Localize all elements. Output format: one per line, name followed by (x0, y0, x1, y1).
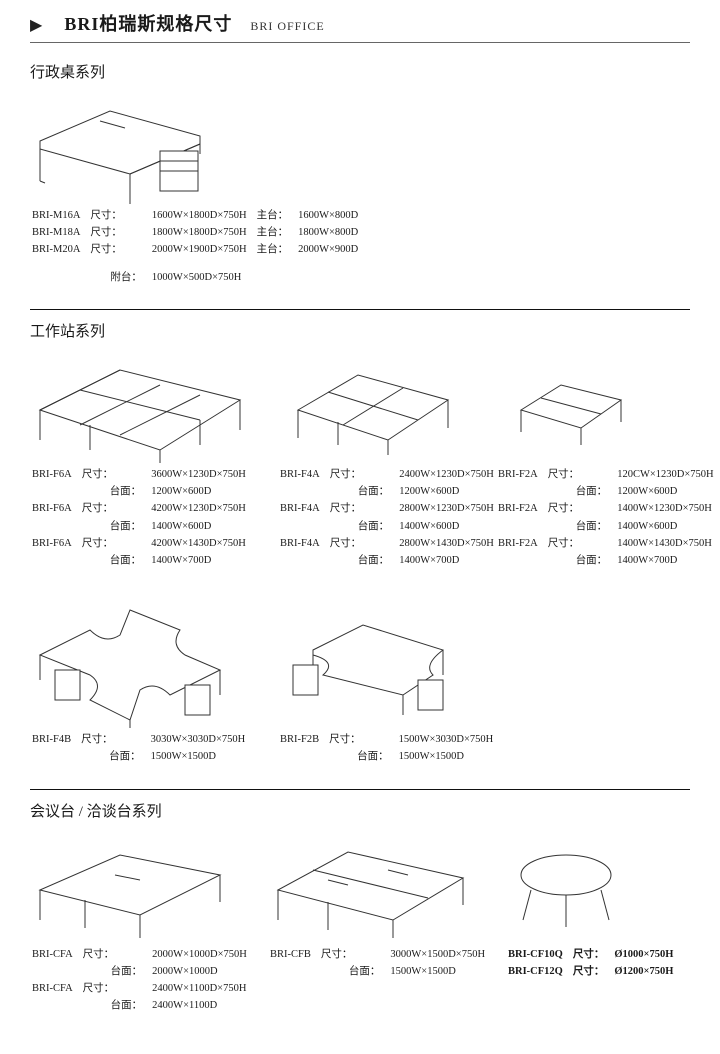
page-title-cn: BRI柏瑞斯规格尺寸 (64, 10, 232, 36)
spec-row: BRI-F4B尺寸：3030W×3030D×750H (32, 732, 249, 747)
workstation-cross-4-icon (30, 600, 230, 730)
product-image (506, 835, 626, 945)
workstation-2-icon (511, 370, 631, 450)
product-item: BRI-F6A尺寸：3600W×1230D×750H 台面：1200W×600D… (30, 355, 250, 570)
spec-row: 台面：2000W×1000D (32, 964, 251, 979)
spec-row: 台面：1400W×700D (280, 553, 498, 568)
product-image (30, 96, 210, 206)
product-image (30, 835, 230, 945)
section-divider (30, 309, 690, 310)
spec-row: 台面：1400W×700D (498, 553, 718, 568)
spec-row: BRI-M18A尺寸：1800W×1800D×750H主台：1800W×800D (32, 225, 362, 240)
spec-row: BRI-CFA尺寸：2400W×1100D×750H (32, 981, 251, 996)
spec-row: BRI-CF12Q尺寸：Ø1200×750H (508, 964, 677, 979)
spec-row: BRI-F4A尺寸：2400W×1230D×750H (280, 467, 498, 482)
spec-row: 台面：1500W×1500D (32, 749, 249, 764)
spec-row: 台面：1200W×600D (32, 484, 250, 499)
spec-table: BRI-CFA尺寸：2000W×1000D×750H 台面：2000W×1000… (30, 945, 253, 1016)
section-executive-desk: 行政桌系列 (30, 61, 690, 287)
spec-row: BRI-CFB尺寸：3000W×1500D×750H (270, 947, 489, 962)
product-image (278, 355, 468, 465)
product-image (268, 835, 468, 945)
header-underline (30, 42, 690, 43)
spec-row: 台面：1400W×600D (280, 519, 498, 534)
product-item: BRI-CFB尺寸：3000W×1500D×750H 台面：1500W×1500… (268, 835, 478, 981)
section-title: 工作站系列 (30, 320, 690, 341)
workstation-6-icon (30, 355, 250, 465)
round-table-icon (511, 845, 621, 935)
conference-table-a-icon (30, 840, 230, 940)
section-divider (30, 789, 690, 790)
spec-row: BRI-F2A尺寸：120CW×1230D×750H (498, 467, 718, 482)
product-item: BRI-F2A尺寸：120CW×1230D×750H 台面：1200W×600D… (496, 355, 676, 570)
spec-row: BRI-M16A尺寸：1600W×1800D×750H主台：1600W×800D (32, 208, 362, 223)
spec-row: BRI-F4A尺寸：2800W×1230D×750H (280, 501, 498, 516)
spec-table: BRI-F4B尺寸：3030W×3030D×750H 台面：1500W×1500… (30, 730, 251, 766)
product-image (30, 355, 250, 465)
header-arrow-icon: ▶ (30, 15, 42, 35)
spec-row: BRI-F2A尺寸：1400W×1230D×750H (498, 501, 718, 516)
product-item: BRI-CFA尺寸：2000W×1000D×750H 台面：2000W×1000… (30, 835, 240, 1016)
spec-row: BRI-F6A尺寸：3600W×1230D×750H (32, 467, 250, 482)
spec-table: BRI-F2B尺寸：1500W×3030D×750H 台面：1500W×1500… (278, 730, 499, 766)
spec-row: 台面：2400W×1100D (32, 998, 251, 1013)
section-title: 行政桌系列 (30, 61, 690, 82)
spec-row: BRI-F6A尺寸：4200W×1430D×750H (32, 536, 250, 551)
spec-table: BRI-M16A尺寸：1600W×1800D×750H主台：1600W×800D… (30, 206, 364, 287)
spec-row: BRI-CFA尺寸：2000W×1000D×750H (32, 947, 251, 962)
section-workstation: 工作站系列 (30, 320, 690, 767)
spec-row: 台面：1400W×600D (32, 519, 250, 534)
product-item: BRI-F4A尺寸：2400W×1230D×750H 台面：1200W×600D… (278, 355, 468, 570)
spec-table: BRI-F6A尺寸：3600W×1230D×750H 台面：1200W×600D… (30, 465, 252, 570)
product-image (496, 355, 646, 465)
spec-row: BRI-F2A尺寸：1400W×1430D×750H (498, 536, 718, 551)
spec-row: BRI-F6A尺寸：4200W×1230D×750H (32, 501, 250, 516)
spec-table: BRI-CF10Q尺寸：Ø1000×750H BRI-CF12Q尺寸：Ø1200… (506, 945, 679, 981)
spec-row: BRI-F2B尺寸：1500W×3030D×750H (280, 732, 497, 747)
product-item: BRI-F4B尺寸：3030W×3030D×750H 台面：1500W×1500… (30, 600, 250, 766)
spec-row: 台面：1200W×600D (280, 484, 498, 499)
workstation-4-icon (288, 360, 458, 460)
desk-l-shape-icon (30, 96, 210, 206)
product-image (30, 600, 230, 730)
spec-row (32, 260, 362, 268)
spec-table: BRI-F4A尺寸：2400W×1230D×750H 台面：1200W×600D… (278, 465, 500, 570)
conference-table-b-icon (268, 840, 468, 940)
spec-row: 台面：1500W×1500D (270, 964, 489, 979)
spec-row: 台面：1200W×600D (498, 484, 718, 499)
page-header: ▶ BRI柏瑞斯规格尺寸 BRI OFFICE (30, 10, 690, 36)
spec-row: 附台：1000W×500D×750H (32, 270, 362, 285)
section-conference: 会议台 / 洽谈台系列 BRI-CFA尺寸：2000W×1000D×750H (30, 800, 690, 1016)
spec-row: BRI-F4A尺寸：2800W×1430D×750H (280, 536, 498, 551)
workstation-cross-2-icon (283, 610, 453, 720)
spec-table: BRI-F2A尺寸：120CW×1230D×750H 台面：1200W×600D… (496, 465, 720, 570)
spec-row: 台面：1400W×600D (498, 519, 718, 534)
spec-table: BRI-CFB尺寸：3000W×1500D×750H 台面：1500W×1500… (268, 945, 491, 981)
spec-row: 台面：1500W×1500D (280, 749, 497, 764)
spec-row: BRI-M20A尺寸：2000W×1900D×750H主台：2000W×900D (32, 242, 362, 257)
section-title: 会议台 / 洽谈台系列 (30, 800, 690, 821)
product-image (278, 600, 458, 730)
product-item: BRI-CF10Q尺寸：Ø1000×750H BRI-CF12Q尺寸：Ø1200… (506, 835, 676, 981)
page-title-en: BRI OFFICE (250, 19, 324, 34)
spec-row: BRI-CF10Q尺寸：Ø1000×750H (508, 947, 677, 962)
product-item: BRI-M16A尺寸：1600W×1800D×750H主台：1600W×800D… (30, 96, 364, 287)
product-item: BRI-F2B尺寸：1500W×3030D×750H 台面：1500W×1500… (278, 600, 498, 766)
spec-row: 台面：1400W×700D (32, 553, 250, 568)
